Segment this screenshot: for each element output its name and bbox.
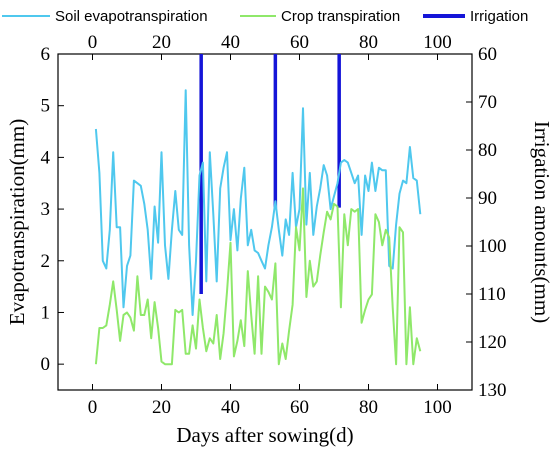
y-tick-label-right: 80 bbox=[478, 140, 497, 161]
x-tick-label-top: 20 bbox=[152, 32, 171, 53]
series-lines bbox=[94, 89, 422, 366]
y-tick-label-left: 3 bbox=[41, 199, 51, 220]
legend-label-irrigation: Irrigation bbox=[470, 8, 528, 25]
x-ticks-top: 0 20 40 60 80 100 bbox=[88, 32, 452, 60]
y-tick-label-left: 6 bbox=[41, 44, 51, 65]
plot-frame bbox=[57, 53, 473, 391]
x-ticks-bottom: 0 20 40 60 80 100 bbox=[88, 384, 452, 418]
y-tick-label-left: 5 bbox=[41, 96, 51, 117]
x-axis-title: Days after sowing(d) bbox=[176, 423, 353, 447]
x-tick-label: 40 bbox=[221, 397, 240, 418]
y-tick-label-left: 2 bbox=[41, 251, 51, 272]
irrigation-bars bbox=[199, 54, 341, 294]
legend: Soil evapotranspiration Crop transpirati… bbox=[2, 8, 528, 25]
y-tick-label-right: 70 bbox=[478, 92, 497, 113]
legend-label-crop: Crop transpiration bbox=[281, 8, 400, 25]
y-tick-label-right: 120 bbox=[478, 332, 507, 353]
series-line-crop-transpiration bbox=[94, 187, 422, 366]
y-tick-label-right: 130 bbox=[478, 380, 507, 401]
x-tick-label-top: 100 bbox=[423, 32, 452, 53]
y-tick-label-left: 1 bbox=[41, 302, 51, 323]
x-tick-label-top: 0 bbox=[88, 32, 98, 53]
x-tick-label-top: 60 bbox=[290, 32, 309, 53]
y-axis-title-left: Evapotranspiration(mm) bbox=[5, 119, 29, 325]
x-tick-label: 0 bbox=[88, 397, 98, 418]
y-axis-title-right: Irrigation amounts(mm) bbox=[530, 121, 550, 323]
y-tick-label-left: 4 bbox=[41, 147, 51, 168]
x-tick-label: 100 bbox=[423, 397, 452, 418]
legend-label-soil: Soil evapotranspiration bbox=[55, 8, 208, 25]
y-ticks-left: 0 1 2 3 4 5 6 bbox=[41, 44, 64, 375]
y-tick-label-left: 0 bbox=[41, 354, 51, 375]
y-tick-label-right: 90 bbox=[478, 188, 497, 209]
x-tick-label: 20 bbox=[152, 397, 171, 418]
y-tick-label-right: 60 bbox=[478, 44, 497, 65]
x-tick-label-top: 40 bbox=[221, 32, 240, 53]
y-ticks-right: 60 70 80 90 100 110 120 130 bbox=[466, 44, 507, 401]
y-tick-label-right: 100 bbox=[478, 236, 507, 257]
x-tick-label-top: 80 bbox=[359, 32, 378, 53]
series-line-soil-evapotranspiration bbox=[94, 89, 422, 316]
x-tick-label: 60 bbox=[290, 397, 309, 418]
y-tick-label-right: 110 bbox=[478, 284, 506, 305]
x-tick-label: 80 bbox=[359, 397, 378, 418]
